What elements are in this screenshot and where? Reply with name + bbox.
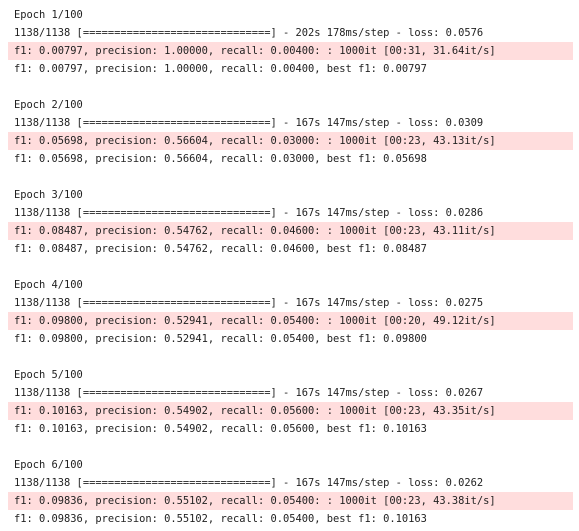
training-progress-line: 1138/1138 [=============================… — [14, 477, 484, 489]
training-progress-line: 1138/1138 [=============================… — [14, 117, 484, 129]
epoch-block: Epoch 6/100 1138/1138 [=================… — [8, 456, 579, 528]
epoch-block: Epoch 3/100 1138/1138 [=================… — [8, 186, 579, 258]
epoch-header: Epoch 6/100 — [14, 459, 83, 471]
epoch-block: Epoch 5/100 1138/1138 [=================… — [8, 366, 579, 438]
training-progress-line: 1138/1138 [=============================… — [14, 207, 484, 219]
epoch-header: Epoch 4/100 — [14, 279, 83, 291]
eval-progress-line: f1: 0.10163, precision: 0.54902, recall:… — [8, 402, 573, 420]
eval-progress-line: f1: 0.09836, precision: 0.55102, recall:… — [8, 492, 573, 510]
eval-summary-line: f1: 0.09800, precision: 0.52941, recall:… — [14, 333, 427, 345]
eval-summary-line: f1: 0.08487, precision: 0.54762, recall:… — [14, 243, 427, 255]
training-progress-line: 1138/1138 [=============================… — [14, 297, 484, 309]
training-progress-line: 1138/1138 [=============================… — [14, 27, 484, 39]
training-progress-line: 1138/1138 [=============================… — [14, 387, 484, 399]
eval-summary-line: f1: 0.09836, precision: 0.55102, recall:… — [14, 513, 427, 525]
epoch-header: Epoch 2/100 — [14, 99, 83, 111]
epoch-block: Epoch 2/100 1138/1138 [=================… — [8, 96, 579, 168]
eval-progress-line: f1: 0.00797, precision: 1.00000, recall:… — [8, 42, 573, 60]
epoch-header: Epoch 5/100 — [14, 369, 83, 381]
training-output: Epoch 1/100 1138/1138 [=================… — [8, 6, 579, 528]
epoch-header: Epoch 3/100 — [14, 189, 83, 201]
eval-summary-line: f1: 0.00797, precision: 1.00000, recall:… — [14, 63, 427, 75]
epoch-header: Epoch 1/100 — [14, 9, 83, 21]
eval-progress-line: f1: 0.08487, precision: 0.54762, recall:… — [8, 222, 573, 240]
eval-progress-line: f1: 0.05698, precision: 0.56604, recall:… — [8, 132, 573, 150]
epoch-block: Epoch 1/100 1138/1138 [=================… — [8, 6, 579, 78]
epoch-block: Epoch 4/100 1138/1138 [=================… — [8, 276, 579, 348]
eval-progress-line: f1: 0.09800, precision: 0.52941, recall:… — [8, 312, 573, 330]
eval-summary-line: f1: 0.05698, precision: 0.56604, recall:… — [14, 153, 427, 165]
eval-summary-line: f1: 0.10163, precision: 0.54902, recall:… — [14, 423, 427, 435]
